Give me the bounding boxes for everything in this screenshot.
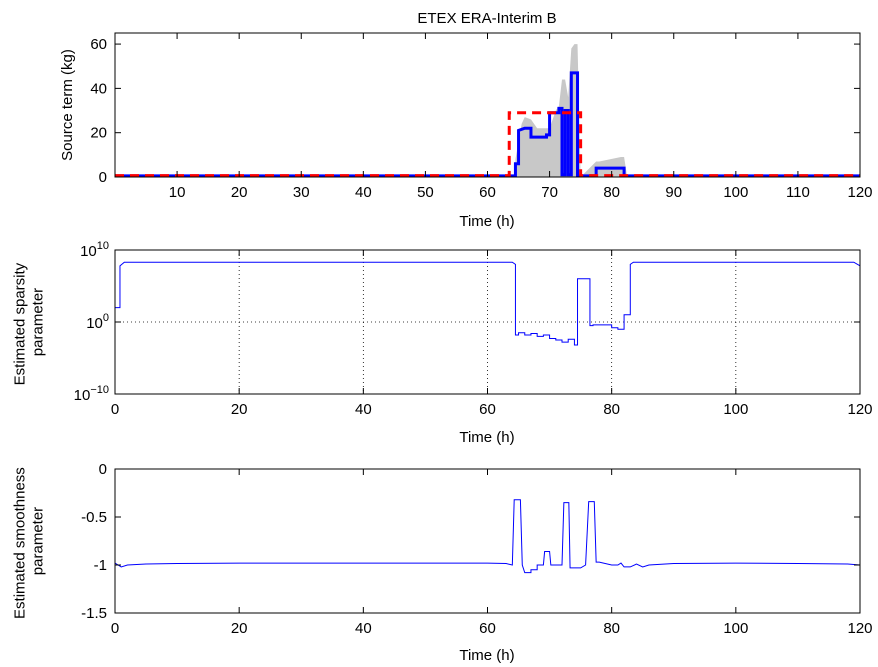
x-tick-label: 0 bbox=[111, 401, 119, 418]
x-axis-label: Time (h) bbox=[459, 429, 514, 446]
x-tick-label: 60 bbox=[479, 401, 496, 418]
y-axis-label-line2: parameter bbox=[30, 288, 47, 356]
x-tick-label: 100 bbox=[723, 184, 748, 201]
y-axis-label-line1: Estimated smoothness bbox=[12, 467, 29, 619]
panel-sparsity: 0 20 40 60 80 100 120 1010 100 10−10 Time (h) Est… bbox=[12, 240, 873, 446]
x-tick-label: 90 bbox=[665, 184, 682, 201]
y-axis-label-line1: Estimated sparsity bbox=[12, 262, 29, 385]
x-tick-label: 20 bbox=[231, 620, 248, 637]
x-tick-label: 40 bbox=[355, 184, 372, 201]
y-tick-label: 0 bbox=[99, 461, 107, 478]
series-line-0 bbox=[115, 261, 861, 346]
y-tick-label: 0 bbox=[99, 169, 107, 186]
x-tick-label: 10 bbox=[169, 184, 186, 201]
y-tick-label: -1.5 bbox=[81, 605, 107, 622]
x-tick-label: 100 bbox=[723, 620, 748, 637]
plot-frame bbox=[114, 32, 861, 178]
series-line-1 bbox=[115, 111, 860, 178]
x-tick-label: 120 bbox=[847, 620, 872, 637]
panel-smoothness: 0 20 40 60 80 100 120 0 -0.5 -1 -1.5 Time (h) Esti… bbox=[12, 461, 873, 664]
series-line-0 bbox=[115, 71, 860, 178]
x-tick-label: 120 bbox=[847, 401, 872, 418]
x-tick-label: 70 bbox=[541, 184, 558, 201]
x-tick-label: 110 bbox=[786, 184, 810, 201]
x-tick-label: 80 bbox=[603, 401, 620, 418]
series-line-0 bbox=[114, 499, 861, 574]
y-axis-label-line2: parameter bbox=[30, 507, 47, 575]
y-axis-label: Estimated sparsity parameter bbox=[12, 259, 47, 386]
y-tick-label: -0.5 bbox=[81, 509, 107, 526]
x-tick-label: 20 bbox=[231, 401, 248, 418]
x-tick-label: 100 bbox=[723, 401, 748, 418]
y-tick-label: 100 bbox=[86, 312, 109, 332]
x-tick-label: 80 bbox=[603, 184, 620, 201]
y-axis-label: Source term (kg) bbox=[59, 49, 76, 161]
y-tick-label: 40 bbox=[90, 80, 107, 97]
x-tick-label: 30 bbox=[293, 184, 310, 201]
x-tick-label: 80 bbox=[603, 620, 620, 637]
y-tick-label: 10−10 bbox=[74, 384, 109, 404]
y-axis-label: Estimated smoothness parameter bbox=[12, 463, 47, 619]
x-axis-label: Time (h) bbox=[459, 647, 514, 664]
x-tick-label: 0 bbox=[111, 620, 119, 637]
y-tick-label: -1 bbox=[94, 557, 107, 574]
plot-frame bbox=[114, 468, 861, 614]
x-axis-label: Time (h) bbox=[459, 213, 514, 230]
x-tick-label: 20 bbox=[231, 184, 248, 201]
x-tick-label: 40 bbox=[355, 401, 372, 418]
x-tick-label: 120 bbox=[847, 184, 872, 201]
y-tick-label: 20 bbox=[90, 125, 107, 142]
panel-source-term: ETEX ERA-Interim B 10 20 30 40 50 60 70 80 90 100… bbox=[59, 10, 873, 230]
y-tick-label: 60 bbox=[90, 36, 107, 53]
x-tick-label: 50 bbox=[417, 184, 434, 201]
x-tick-label: 40 bbox=[355, 620, 372, 637]
x-tick-label: 60 bbox=[479, 620, 496, 637]
chart-title: ETEX ERA-Interim B bbox=[417, 10, 556, 27]
x-tick-label: 60 bbox=[479, 184, 496, 201]
y-tick-label: 1010 bbox=[80, 240, 109, 260]
